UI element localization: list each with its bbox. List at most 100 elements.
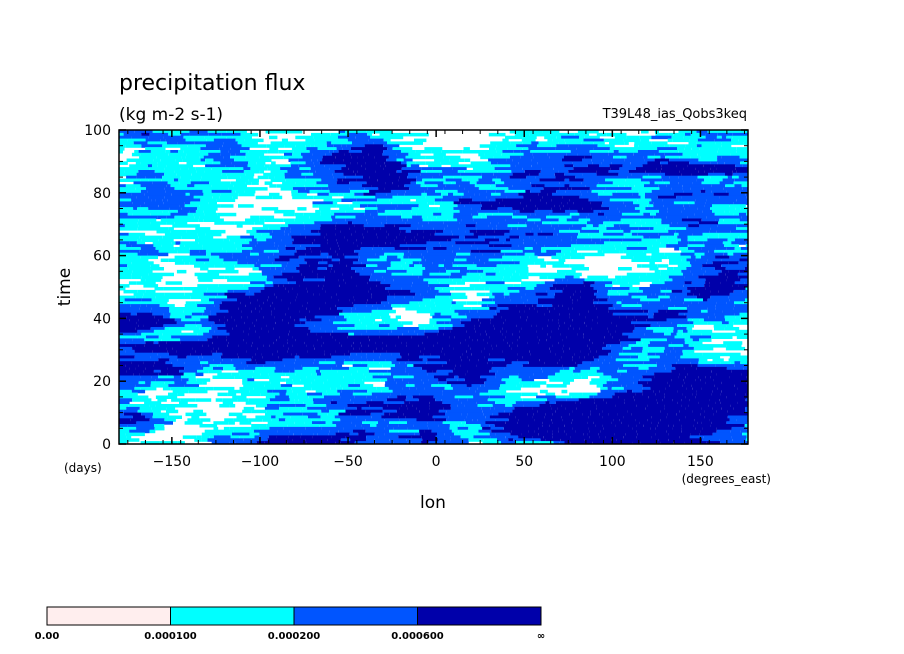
heat-cell [392, 181, 411, 185]
heat-cell [194, 215, 200, 220]
heat-cell [361, 218, 367, 222]
heat-cell [245, 401, 259, 405]
heat-cell [297, 292, 313, 297]
heat-cell [179, 401, 188, 405]
heat-cell [274, 315, 291, 319]
heat-cell [643, 249, 660, 254]
heat-cell [705, 269, 722, 274]
heat-cell [326, 232, 336, 237]
heat-cell [658, 232, 675, 237]
heat-cell [428, 378, 439, 382]
heat-cell [582, 375, 588, 379]
heat-cell [503, 426, 525, 431]
heat-cell [734, 312, 740, 317]
heat-cell [550, 335, 567, 339]
heat-cell [623, 229, 631, 234]
heat-cell [319, 292, 337, 297]
heat-cell [530, 181, 543, 185]
heat-cell [361, 150, 384, 154]
heat-cell [551, 224, 559, 228]
heat-cell [378, 421, 390, 425]
heat-cell [622, 349, 643, 354]
heat-cell [164, 172, 177, 177]
heat-cell [119, 412, 124, 417]
heat-cell [588, 212, 598, 217]
heat-cell [708, 315, 716, 319]
heat-cell [710, 175, 728, 180]
heat-cell [278, 355, 295, 359]
heat-cell [255, 404, 267, 408]
heat-cell [541, 229, 559, 234]
heat-cell [706, 441, 721, 444]
heat-cell [297, 207, 307, 211]
heat-cell [119, 178, 141, 182]
heat-cell [144, 224, 161, 228]
heat-cell [710, 227, 721, 231]
heat-cell [710, 295, 729, 300]
heat-cell [424, 332, 438, 337]
heat-cell [320, 327, 338, 331]
heat-cell [134, 150, 139, 154]
heat-cell [184, 304, 198, 308]
heat-cell [335, 378, 355, 382]
heat-cell [137, 221, 151, 225]
heat-cell [263, 344, 270, 348]
heat-cell [572, 318, 593, 322]
heat-cell [253, 369, 275, 374]
heat-cell [418, 207, 439, 211]
heat-cell [180, 241, 199, 245]
heat-cell [631, 258, 644, 262]
heat-cell [153, 341, 159, 345]
heat-cell [136, 281, 156, 285]
heat-cell [678, 232, 693, 237]
heat-cell [734, 281, 745, 285]
heat-cell [235, 441, 257, 444]
heat-cell [529, 346, 550, 351]
heat-cell [686, 327, 693, 331]
heat-cell [157, 352, 169, 357]
heat-cell [596, 404, 616, 408]
heat-cell [488, 244, 494, 248]
heat-cell [309, 215, 332, 220]
heat-cell [660, 269, 682, 274]
heat-cell [409, 264, 414, 268]
heat-cell [490, 435, 506, 439]
heat-cell [210, 252, 233, 257]
heat-cell [363, 192, 376, 197]
heat-cell [464, 378, 487, 382]
heat-cell [386, 221, 406, 225]
heat-cell [376, 232, 389, 237]
heat-cell [673, 132, 686, 137]
heat-cell [575, 401, 581, 405]
heat-cell [436, 292, 452, 297]
heat-cell [321, 426, 344, 431]
heat-cell [512, 332, 528, 337]
heat-cell [575, 438, 585, 442]
heat-cell [365, 161, 377, 165]
heat-cell [255, 195, 273, 200]
heat-cell [459, 247, 478, 251]
heat-cell [342, 178, 357, 182]
heat-cell [367, 298, 387, 302]
heat-cell [175, 241, 181, 245]
heat-cell [546, 235, 561, 240]
heat-cell [593, 209, 601, 214]
heat-cell [307, 406, 327, 411]
heat-cell [264, 441, 269, 444]
heat-cell [673, 424, 682, 428]
heat-cell [703, 241, 723, 245]
heat-cell [451, 238, 465, 242]
heat-cell [620, 372, 636, 377]
heat-cell [309, 341, 323, 345]
heat-cell [229, 404, 236, 408]
heat-cell [631, 232, 638, 237]
heat-cell [702, 264, 722, 268]
heat-cell [311, 132, 331, 137]
heat-cell [490, 318, 506, 322]
heat-cell [622, 332, 645, 337]
heat-cell [354, 332, 362, 337]
heat-cell [571, 421, 588, 425]
heat-cell [608, 352, 619, 357]
heat-cell [501, 315, 521, 319]
heat-cell [604, 212, 622, 217]
